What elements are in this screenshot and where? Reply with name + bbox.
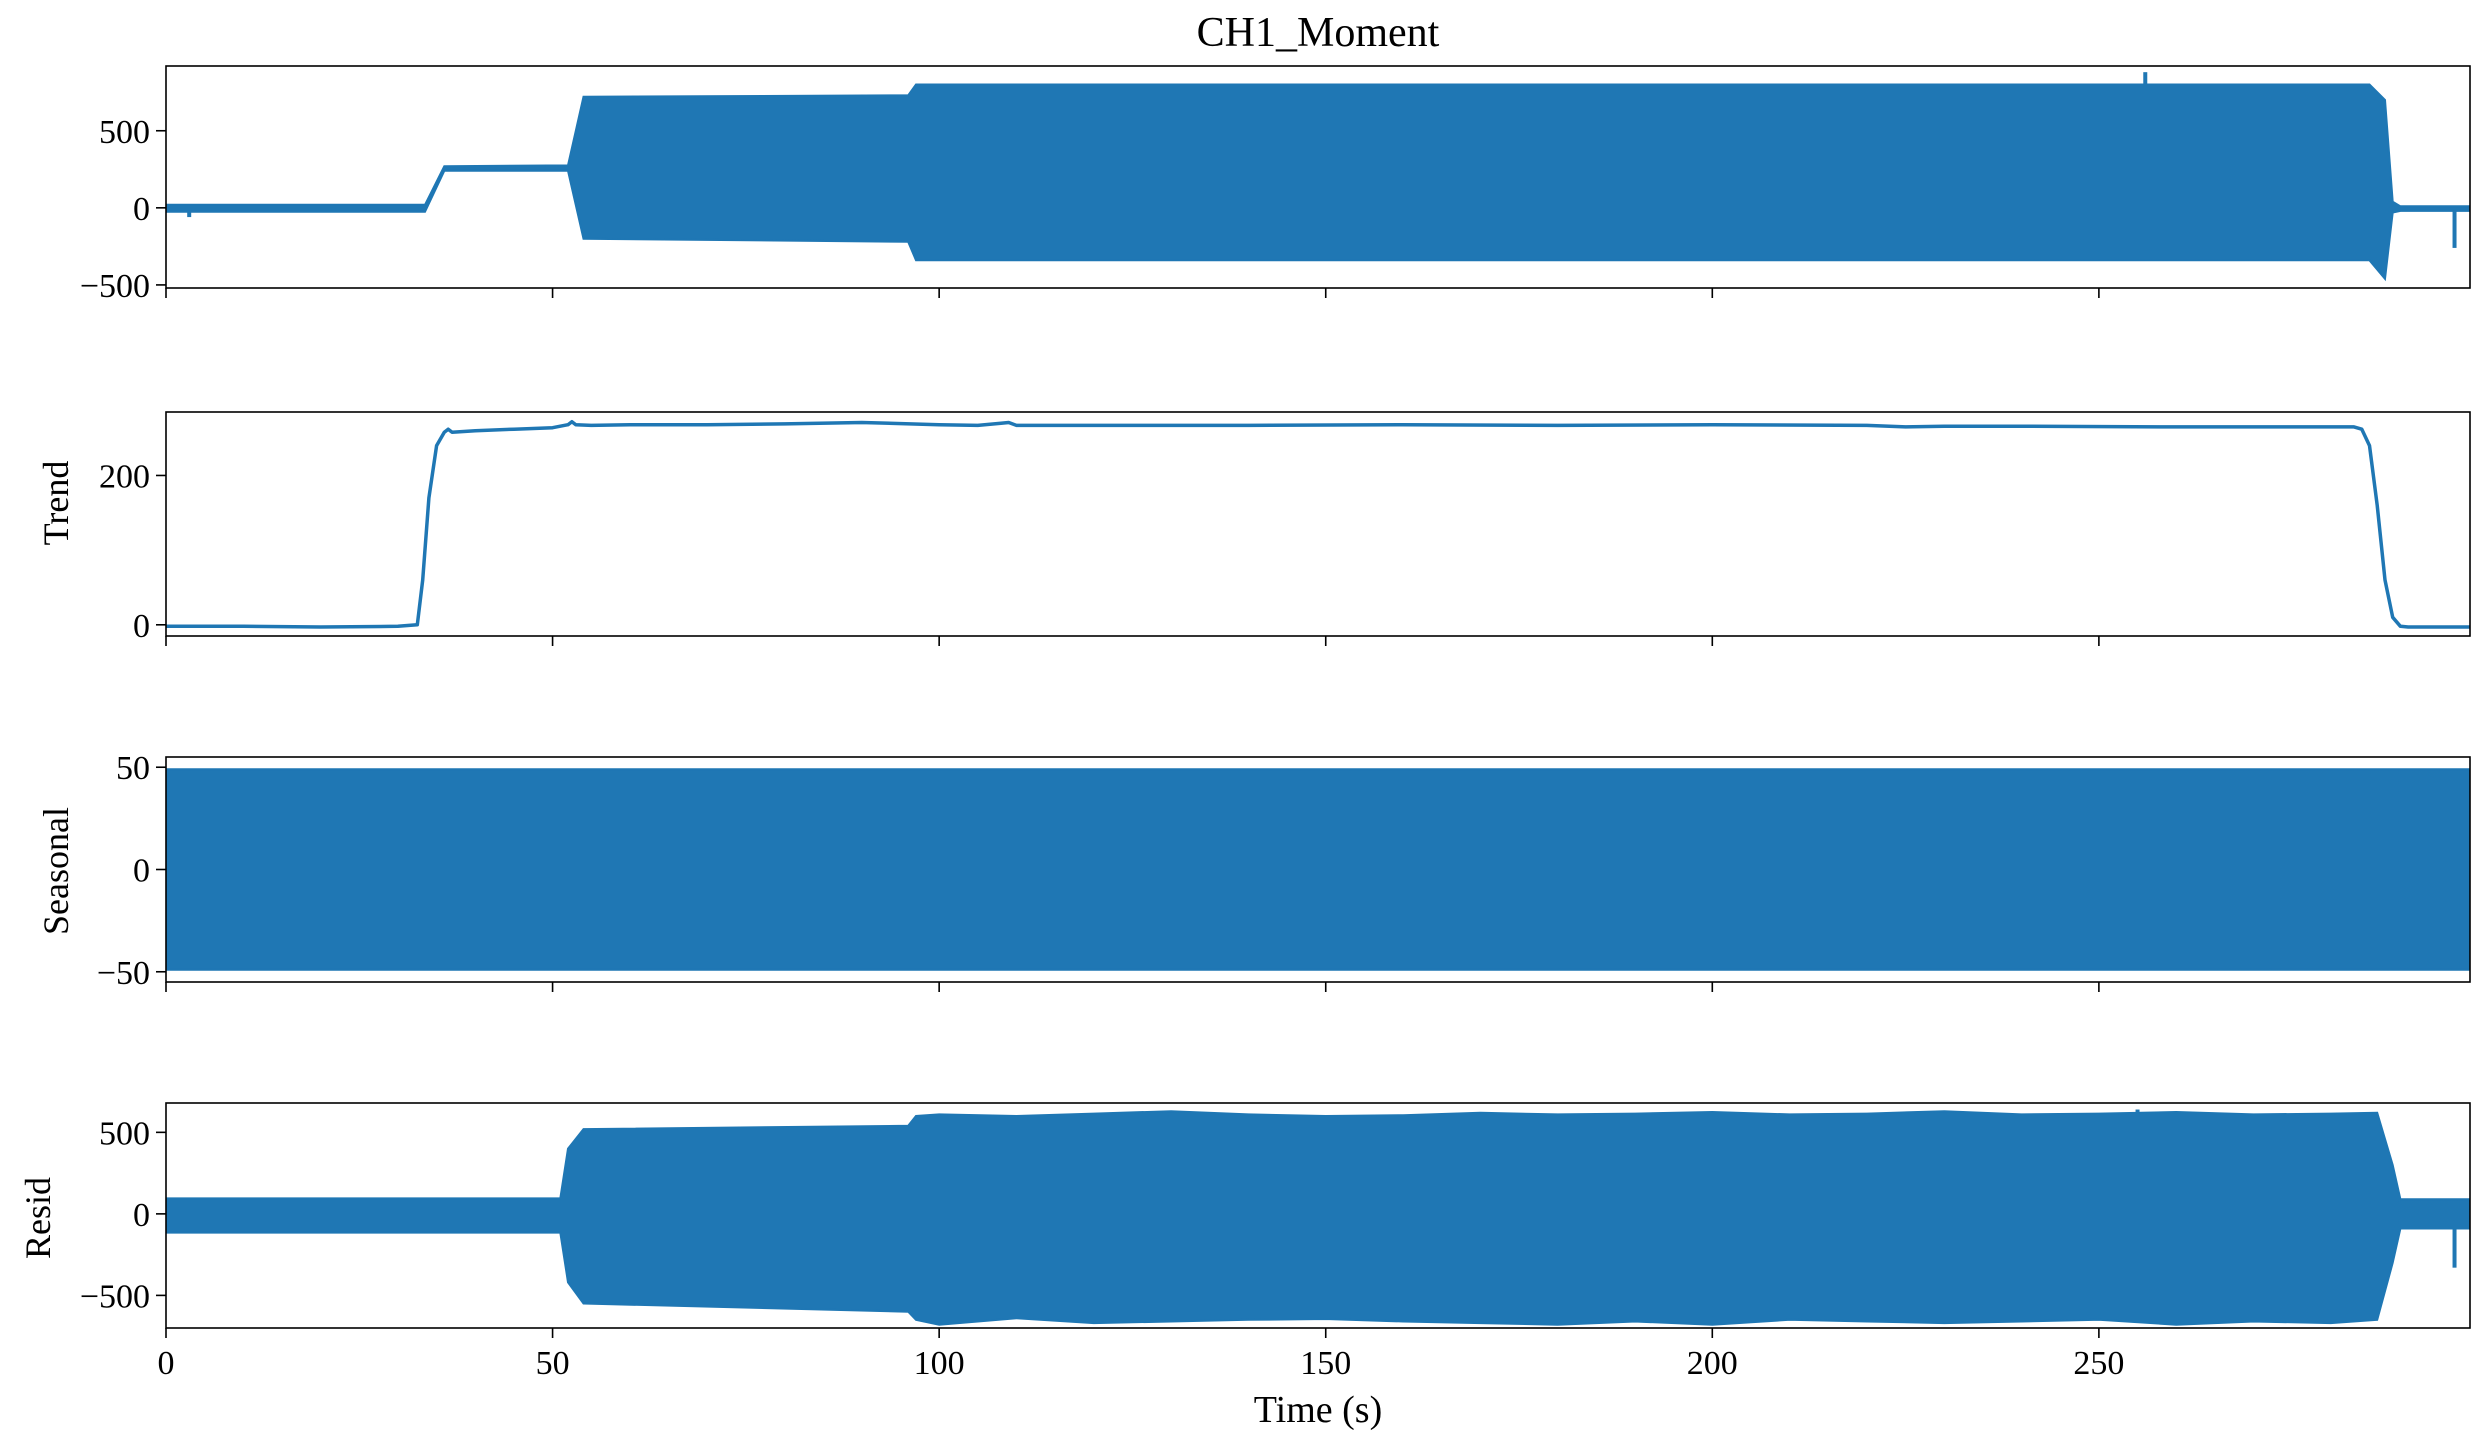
subplot-trend: Trend 0 200 <box>36 411 2471 646</box>
figure-title: CH1_Moment <box>1197 10 1440 56</box>
seasonal-ylabel: Seasonal <box>36 807 76 935</box>
axes-frame <box>165 411 2471 637</box>
y-tick-label: 0 <box>133 191 150 228</box>
y-tick-label: −500 <box>80 268 150 305</box>
resid-ylabel: Resid <box>18 1177 58 1259</box>
series-group <box>166 768 2470 971</box>
series-band <box>166 1110 2470 1326</box>
series-band <box>166 768 2470 971</box>
y-tick-label: 500 <box>99 1115 150 1152</box>
x-tick-label: 150 <box>1300 1345 1351 1382</box>
series-group <box>166 1109 2470 1326</box>
y-tick-label: −50 <box>97 955 150 992</box>
subplot-seasonal: Seasonal −50 0 50 <box>36 750 2471 992</box>
trend-ylabel: Trend <box>36 461 76 546</box>
x-tick-label: 50 <box>536 1345 570 1382</box>
axes-frame <box>165 65 2471 289</box>
y-tick-label: −500 <box>80 1278 150 1315</box>
y-tick-label: 0 <box>133 853 150 890</box>
x-axis-label: Time (s) <box>1254 1389 1382 1431</box>
series-group <box>166 72 2470 282</box>
x-tick-label: 100 <box>914 1345 965 1382</box>
series-line <box>166 419 2470 629</box>
y-tick-label: 0 <box>133 1197 150 1234</box>
series-band <box>166 83 2470 282</box>
y-tick-label: 500 <box>99 114 150 151</box>
subplot-moment: −500 0 500 <box>80 65 2471 305</box>
x-tick-label: 200 <box>1687 1345 1738 1382</box>
y-tick-label: 0 <box>133 608 150 645</box>
x-tick-label: 0 <box>158 1345 175 1382</box>
series-group <box>166 419 2470 629</box>
x-tick-label: 250 <box>2073 1345 2124 1382</box>
y-tick-label: 50 <box>116 750 150 787</box>
axes-frame <box>165 1102 2471 1329</box>
y-tick-label: 200 <box>99 458 150 495</box>
